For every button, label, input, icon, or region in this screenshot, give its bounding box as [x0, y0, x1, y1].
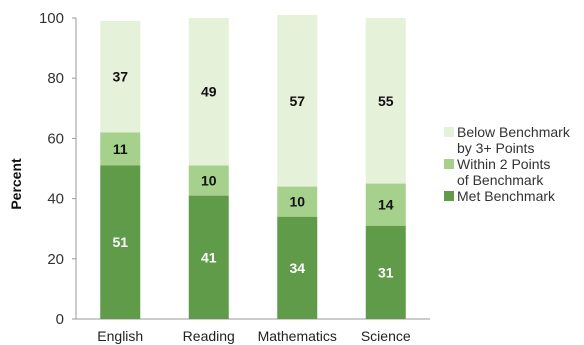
- bar-segment: [100, 21, 141, 133]
- data-label: 37: [112, 69, 128, 85]
- chart-legend: Below Benchmark by 3+ Points Within 2 Poin…: [444, 124, 584, 204]
- bar-segment: [277, 14, 318, 187]
- x-category-label: Mathematics: [258, 328, 337, 344]
- legend-label: Met Benchmark: [457, 188, 556, 204]
- data-label: 10: [201, 173, 217, 189]
- bar-segment: [365, 18, 406, 184]
- bar-segment: [365, 183, 406, 226]
- bar-segment: [100, 165, 141, 319]
- y-tick-label: 0: [56, 311, 64, 328]
- x-category-label: Reading: [183, 328, 235, 344]
- bar-segment: [277, 216, 318, 319]
- y-tick-label: 80: [47, 70, 64, 87]
- bar-segment: [188, 165, 229, 196]
- data-label: 41: [201, 249, 217, 265]
- data-label: 57: [289, 93, 305, 109]
- x-category-label: Science: [361, 328, 411, 344]
- data-label: 14: [378, 197, 394, 213]
- chart-bars: [100, 14, 406, 319]
- data-label: 49: [201, 84, 217, 100]
- legend-item: Within 2 Points of Benchmark: [444, 156, 584, 188]
- chart-data-labels: 51 11 37 41 10 49 34 10 57 31 14 55: [112, 69, 393, 281]
- data-label: 31: [378, 264, 394, 280]
- data-label: 34: [289, 260, 305, 276]
- bar-segment: [188, 18, 229, 166]
- data-label: 51: [112, 234, 128, 250]
- bar-segment: [277, 186, 318, 217]
- legend-label: Within 2 Points of Benchmark: [457, 156, 551, 188]
- bar-segment: [188, 195, 229, 319]
- bar-segment: [100, 132, 141, 166]
- legend-item: Met Benchmark: [444, 188, 584, 204]
- y-tick-label: 40: [47, 191, 64, 208]
- y-axis-label: Percent: [8, 158, 24, 210]
- data-label: 11: [113, 141, 128, 157]
- legend-label: Below Benchmark by 3+ Points: [457, 124, 570, 156]
- data-label: 55: [378, 93, 394, 109]
- data-label: 10: [289, 194, 305, 210]
- y-tick-label: 20: [47, 251, 64, 268]
- x-category-label: English: [97, 328, 143, 344]
- legend-swatch: [444, 127, 454, 137]
- bar-segment: [365, 225, 406, 319]
- chart-axes: 0 20 40 60 80 100 English Reading Mathematics Sci…: [39, 10, 430, 344]
- y-tick-label: 100: [39, 10, 64, 27]
- legend-swatch: [444, 159, 454, 169]
- legend-item: Below Benchmark by 3+ Points: [444, 124, 584, 156]
- y-tick-label: 60: [47, 130, 64, 147]
- legend-swatch: [444, 191, 454, 201]
